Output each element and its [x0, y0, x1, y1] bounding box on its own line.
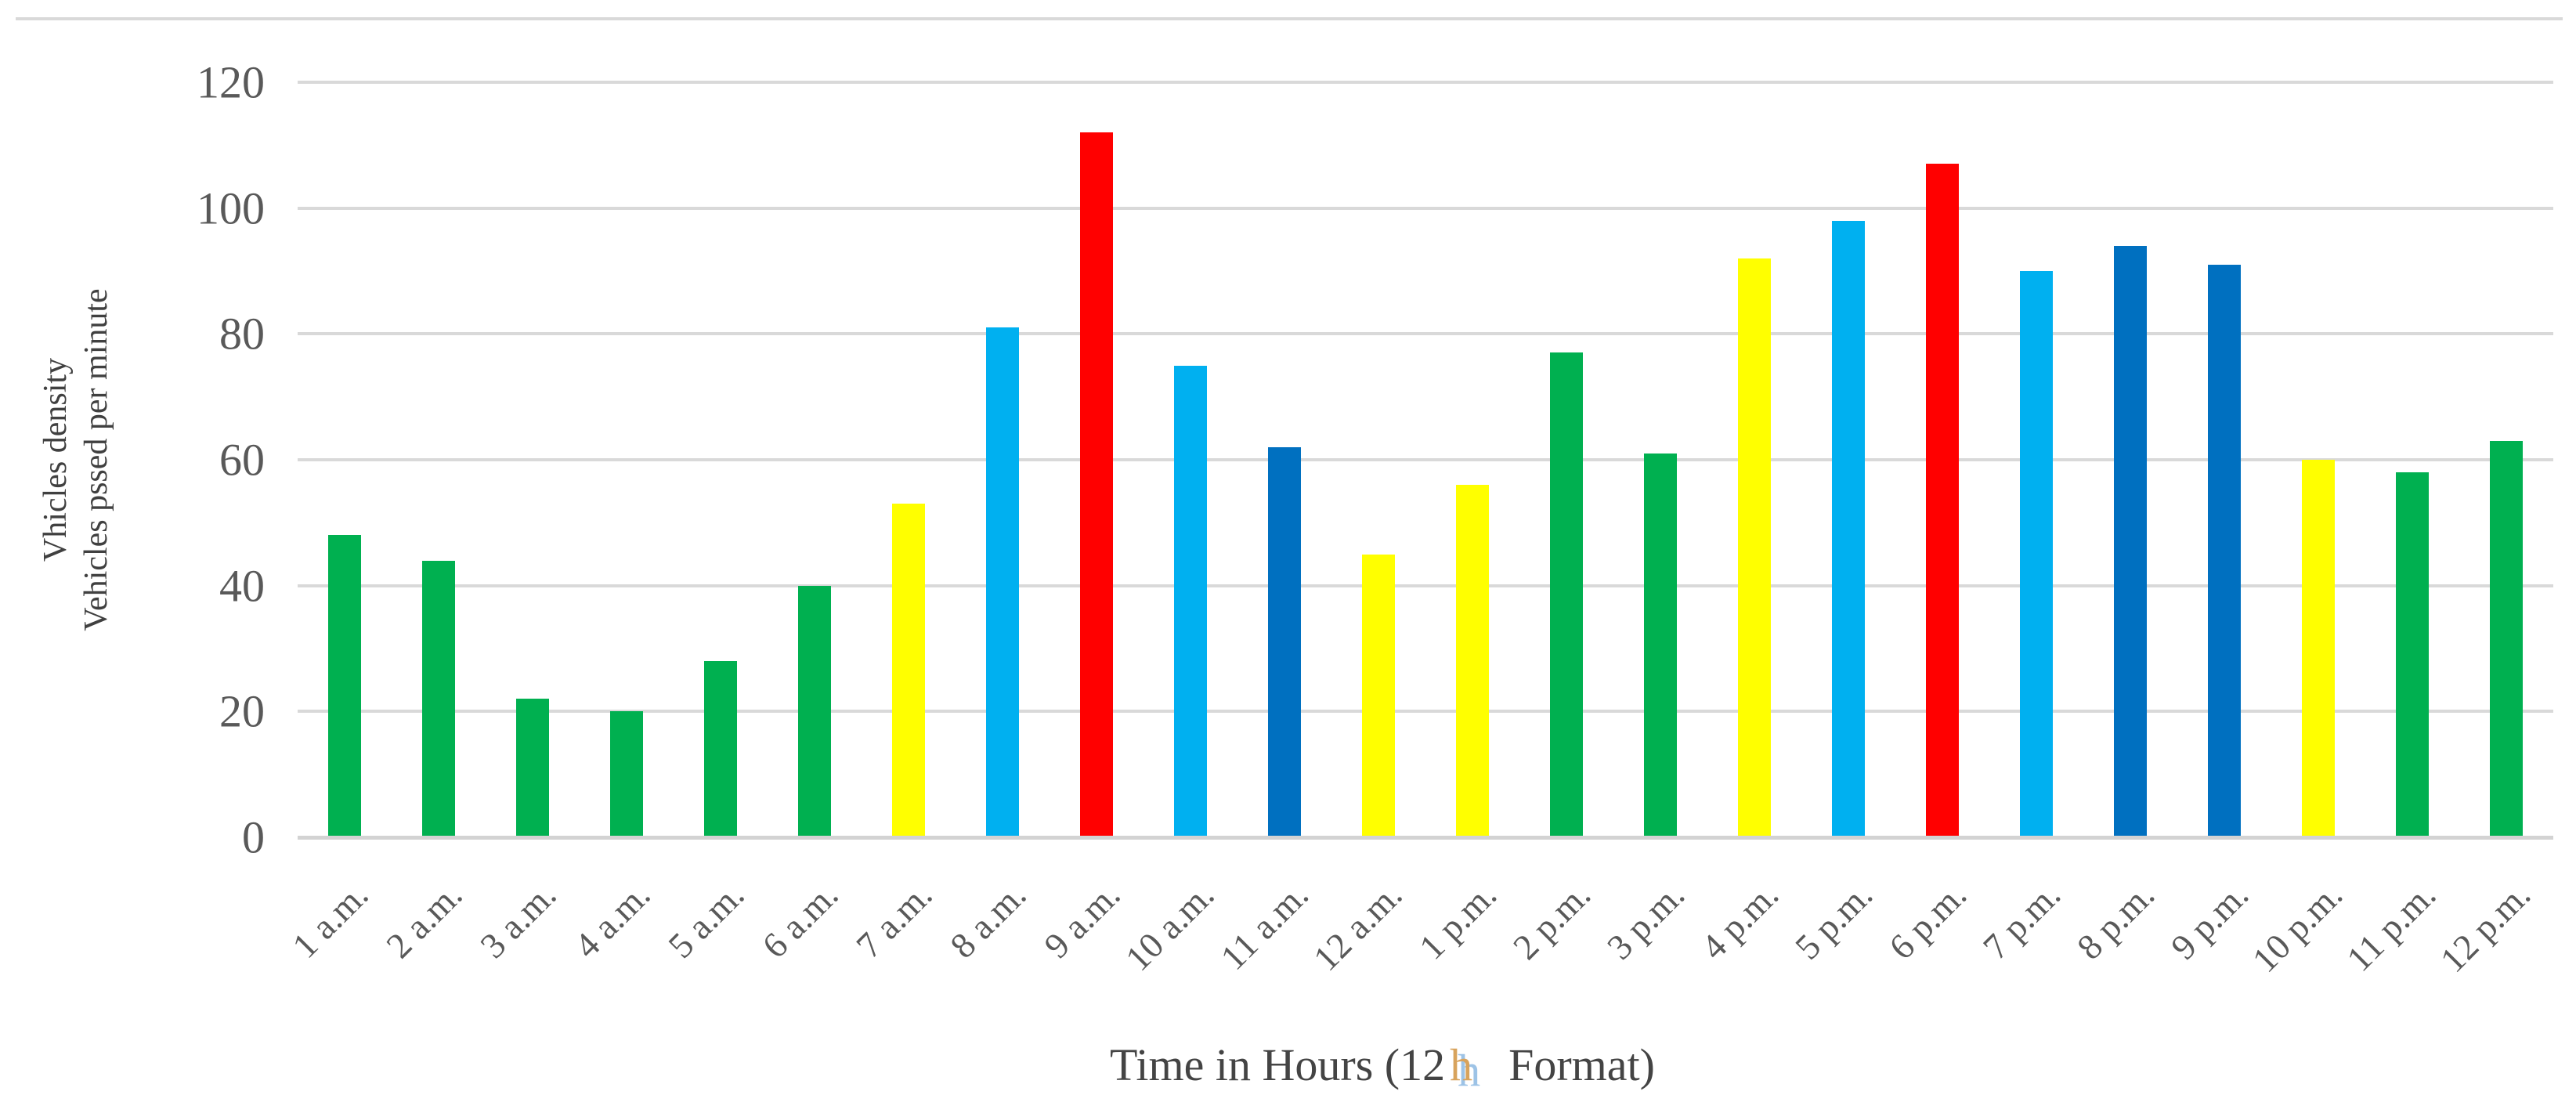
gridline-100 — [298, 206, 2553, 210]
bar-4am[interactable] — [610, 711, 643, 836]
x-tick-label-1pm: 1 p.m. — [1411, 874, 1505, 967]
gridline-20 — [298, 710, 2553, 714]
bar-2am[interactable] — [422, 560, 455, 836]
bar-11pm[interactable] — [2396, 472, 2429, 836]
x-tick-label-7pm: 7 p.m. — [1974, 874, 2068, 967]
bar-5pm[interactable] — [1832, 220, 1865, 836]
x-tick-label-5pm: 5 p.m. — [1787, 874, 1881, 967]
x-tick-label-11pm: 11 p.m. — [2339, 874, 2444, 979]
bar-3am[interactable] — [516, 699, 549, 836]
gridline-80 — [298, 332, 2553, 336]
x-tick-label-8pm: 8 p.m. — [2068, 874, 2162, 967]
y-tick-label-100: 100 — [197, 182, 265, 234]
x-tick-label-4am: 4 a.m. — [566, 874, 659, 966]
y-tick-label-80: 80 — [219, 308, 265, 360]
x-tick-label-3pm: 3 p.m. — [1599, 874, 1693, 967]
bar-12am[interactable] — [1362, 554, 1395, 836]
bar-11am[interactable] — [1268, 446, 1301, 836]
x-axis-title: Time in Hours (12 h h Format) — [1110, 1039, 1655, 1096]
x-tick-label-6am: 6 a.m. — [754, 874, 847, 966]
x-tick-label-10pm: 10 p.m. — [2244, 874, 2350, 981]
bar-7pm[interactable] — [2020, 271, 2053, 836]
y-tick-label-20: 20 — [219, 685, 265, 737]
x-axis-title-suffix: Format) — [1508, 1039, 1655, 1090]
bar-7am[interactable] — [892, 504, 925, 836]
x-tick-label-5am: 5 a.m. — [660, 874, 753, 966]
x-tick-label-1am: 1 a.m. — [284, 874, 377, 966]
bar-4pm[interactable] — [1738, 258, 1771, 836]
x-tick-label-12am: 12 a.m. — [1306, 874, 1411, 979]
x-tick-label-12pm: 12 p.m. — [2432, 874, 2538, 981]
bar-8am[interactable] — [986, 327, 1019, 836]
y-axis-title: Vhicles density Vehicles pssed per minut… — [35, 225, 121, 695]
bar-3pm[interactable] — [1644, 453, 1677, 836]
bar-6pm[interactable] — [1926, 164, 1959, 836]
bar-9am[interactable] — [1080, 132, 1113, 836]
gridline-120 — [298, 81, 2553, 84]
bar-2pm[interactable] — [1550, 352, 1583, 836]
x-tick-label-3am: 3 a.m. — [472, 874, 565, 966]
x-tick-label-7am: 7 a.m. — [848, 874, 941, 966]
bar-8pm[interactable] — [2114, 245, 2147, 836]
y-tick-label-60: 60 — [219, 434, 265, 486]
bar-12pm[interactable] — [2490, 440, 2523, 836]
y-tick-label-120: 120 — [197, 56, 265, 108]
bar-10pm[interactable] — [2302, 460, 2335, 836]
x-axis-line — [298, 836, 2553, 840]
y-tick-label-0: 0 — [242, 811, 265, 863]
x-tick-label-9am: 9 a.m. — [1036, 874, 1129, 966]
y-axis-title-line2: Vehicles pssed per minute — [78, 288, 114, 631]
chart-top-border — [16, 17, 2563, 20]
x-axis-title-prefix: Time in Hours (12 — [1110, 1039, 1446, 1090]
bar-1am[interactable] — [328, 535, 361, 836]
gridline-40 — [298, 584, 2553, 587]
bar-9pm[interactable] — [2208, 264, 2241, 836]
y-tick-label-40: 40 — [219, 560, 265, 612]
x-tick-label-2pm: 2 p.m. — [1505, 874, 1599, 967]
bar-5am[interactable] — [704, 661, 737, 836]
x-tick-label-8am: 8 a.m. — [942, 874, 1035, 966]
bar-1pm[interactable] — [1456, 485, 1489, 836]
x-tick-label-4pm: 4 p.m. — [1693, 874, 1787, 967]
x-tick-label-10am: 10 a.m. — [1118, 874, 1223, 979]
x-axis-title-highlight-shadow: h — [1458, 1045, 1481, 1096]
x-axis-title-highlight-letter: h — [1450, 1039, 1473, 1090]
x-tick-label-11am: 11 a.m. — [1212, 874, 1317, 977]
x-tick-label-2am: 2 a.m. — [378, 874, 471, 966]
x-tick-label-9pm: 9 p.m. — [2162, 874, 2256, 967]
gridline-60 — [298, 458, 2553, 461]
bar-10am[interactable] — [1174, 365, 1207, 836]
x-tick-label-6pm: 6 p.m. — [1881, 874, 1974, 967]
bar-6am[interactable] — [798, 585, 831, 836]
y-axis-title-line1: Vhicles density — [38, 357, 74, 562]
